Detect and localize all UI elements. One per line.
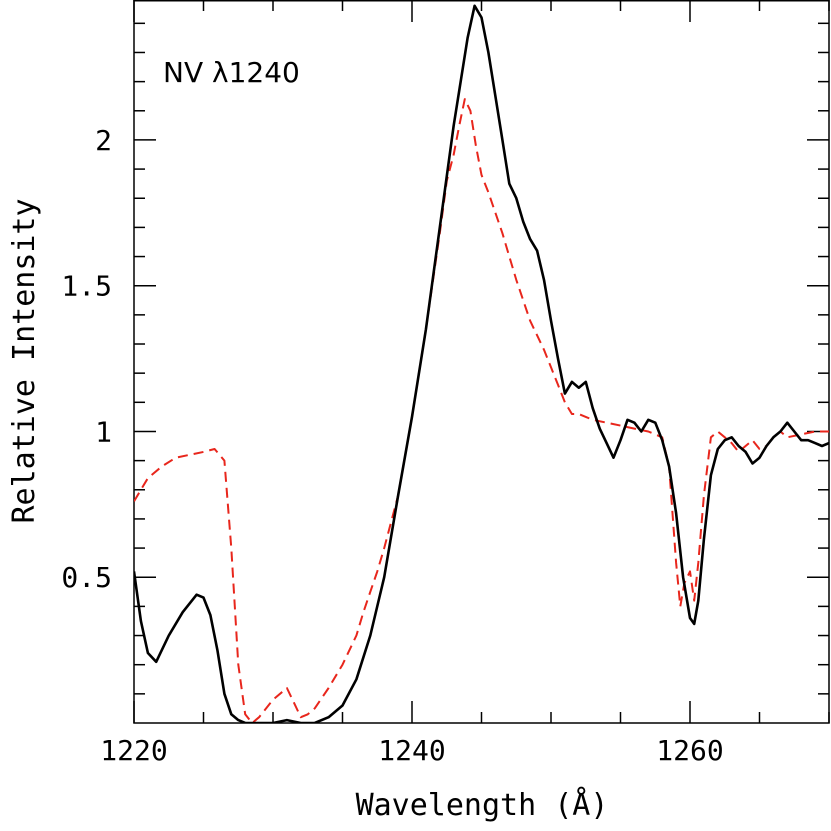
x-tick-label: 1220 [100, 734, 167, 767]
plot-frame [133, 0, 830, 724]
y-tick-label: 1 [95, 415, 112, 448]
observed-spectrum-line [134, 4, 829, 723]
x-axis-label: Wavelength (Å) [356, 787, 609, 823]
y-tick-label: 1.5 [61, 270, 112, 303]
y-tick-label: 2 [95, 124, 112, 157]
x-tick-label: 1240 [378, 734, 445, 767]
y-axis-label: Relative Intensity [7, 198, 42, 523]
x-tick-label: 1260 [656, 734, 723, 767]
model-spectrum-line [134, 98, 829, 723]
plot-area: 1220 1240 1260 0.5 1 1.5 2 [61, 0, 830, 767]
chart-annotation: NV λ1240 [163, 56, 300, 89]
y-tick-label: 0.5 [61, 561, 112, 594]
